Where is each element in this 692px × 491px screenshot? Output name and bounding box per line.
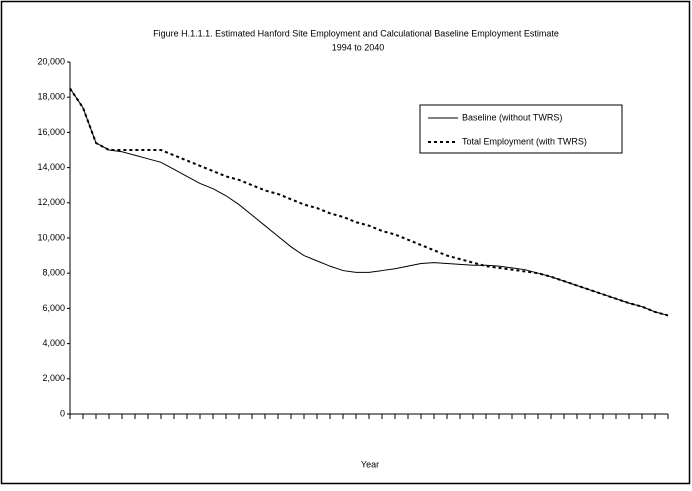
y-tick-label: 10,000	[37, 232, 65, 242]
legend-label: Total Employment (with TWRS)	[462, 136, 587, 146]
y-tick-label: 12,000	[37, 197, 65, 207]
y-tick-label: 0	[60, 408, 65, 418]
series-line	[69, 88, 669, 316]
y-tick-label: 20,000	[37, 56, 65, 66]
y-tick-label: 8,000	[42, 268, 65, 278]
y-tick-label: 18,000	[37, 92, 65, 102]
y-tick-label: 16,000	[37, 127, 65, 137]
y-tick-label: 2,000	[42, 373, 65, 383]
series-line	[69, 87, 669, 317]
x-axis-label: Year	[361, 459, 379, 469]
y-tick-label: 4,000	[42, 338, 65, 348]
y-tick-label: 14,000	[37, 162, 65, 172]
legend-label: Baseline (without TWRS)	[462, 112, 562, 122]
y-tick-label: 6,000	[42, 303, 65, 313]
chart-subtitle: 1994 to 2040	[332, 42, 385, 52]
legend-box	[419, 104, 623, 154]
chart-title: Figure H.1.1.1. Estimated Hanford Site E…	[153, 28, 559, 38]
